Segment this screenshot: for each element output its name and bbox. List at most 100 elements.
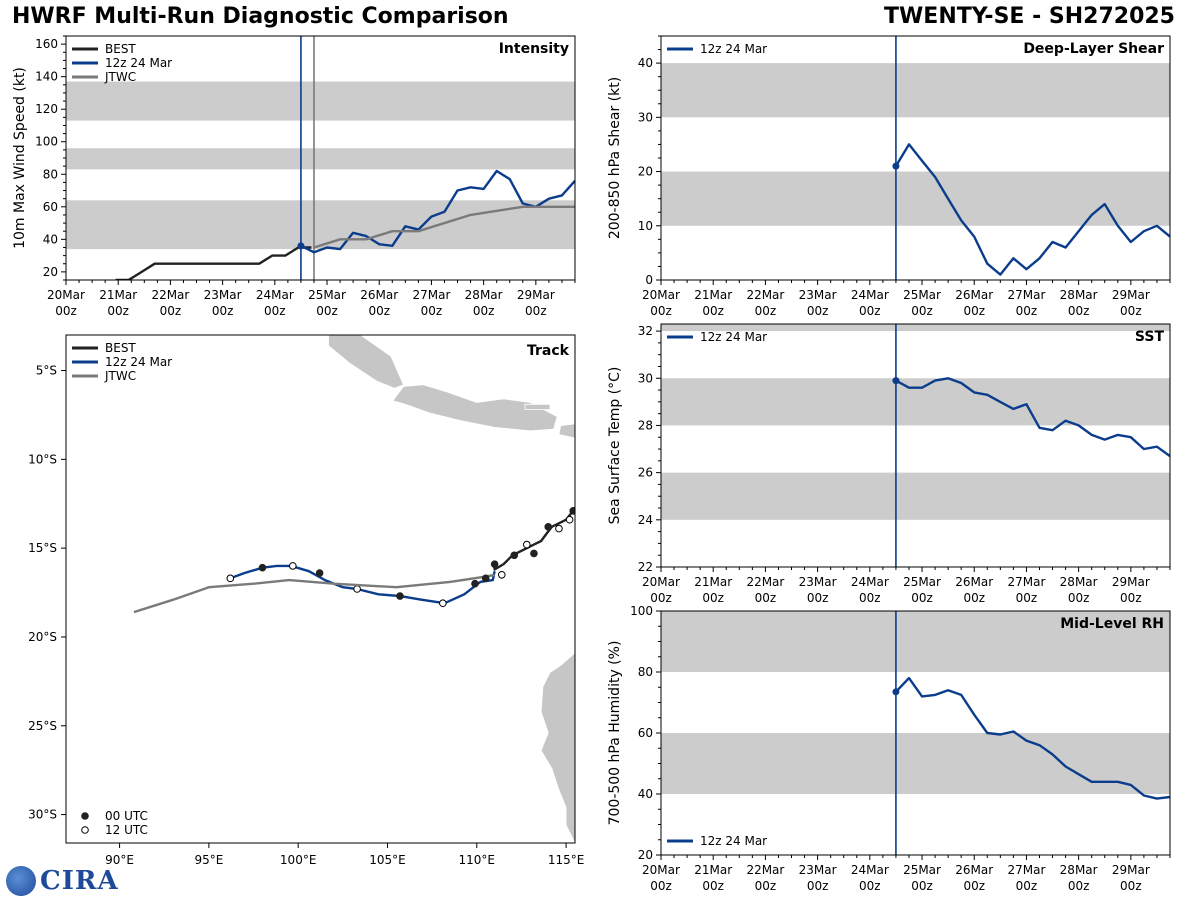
x-tick-label: 27Mar xyxy=(1007,288,1045,302)
plot-area xyxy=(661,324,1170,567)
track-point-00utc xyxy=(530,549,538,558)
x-tick-label: 21Mar xyxy=(694,575,732,589)
y-tick-label: 20 xyxy=(638,848,653,862)
x-tick-sublabel: 00z xyxy=(650,879,672,893)
lat-tick-label: 5°S xyxy=(36,364,57,378)
legend-label: 12z 24 Mar xyxy=(105,355,172,369)
panel-shear: 0 10 20 30 40 20Mar 00z 21Mar 00z 22Mar 00z 23Mar 00… xyxy=(607,35,1171,318)
category-band xyxy=(661,63,1170,118)
y-tick-label: 30 xyxy=(638,371,653,385)
legend-label: 12z 24 Mar xyxy=(700,834,767,848)
series-line-12z-24-mar xyxy=(895,377,1170,458)
track-point-00utc xyxy=(471,579,479,588)
x-tick-sublabel: 00z xyxy=(368,304,390,318)
sumatra-land xyxy=(328,335,405,389)
x-tick-label: 20Mar xyxy=(642,863,680,877)
x-tick-sublabel: 00z xyxy=(911,879,933,893)
track-point-00utc xyxy=(481,574,490,583)
track-point-00utc xyxy=(315,569,324,577)
series-line-12z-24-mar xyxy=(895,676,1170,800)
x-tick-sublabel: 00z xyxy=(755,591,777,605)
x-tick-label: 22Mar xyxy=(746,575,784,589)
track-point-12utc xyxy=(439,599,447,608)
y-tick-label: 30 xyxy=(638,110,653,124)
y-tick-label: 28 xyxy=(638,418,653,432)
series-start-marker xyxy=(892,162,900,170)
x-tick-sublabel: 00z xyxy=(55,304,77,318)
marker-legend-12utc xyxy=(81,826,89,834)
x-tick-label: 27Mar xyxy=(1007,863,1045,877)
track-point-12utc xyxy=(565,515,574,524)
x-tick-label: 24Mar xyxy=(851,863,889,877)
x-tick-sublabel: 00z xyxy=(1120,879,1142,893)
y-axis-label: 10m Max Wind Speed (kt) xyxy=(12,67,28,249)
x-tick-label: 29Mar xyxy=(517,288,555,302)
plot-area xyxy=(661,36,1170,280)
lat-tick-label: 20°S xyxy=(28,630,57,644)
x-tick-label: 29Mar xyxy=(1112,863,1150,877)
x-tick-label: 28Mar xyxy=(1060,863,1098,877)
panel-title: Mid-Level RH xyxy=(1060,616,1164,632)
y-tick-label: 40 xyxy=(638,787,653,801)
plot-area xyxy=(661,611,1170,855)
series-line-jtwc xyxy=(313,205,575,249)
lon-tick-label: 110°E xyxy=(459,853,496,867)
lat-tick-label: 30°S xyxy=(28,808,57,822)
panel-intensity: 20 40 60 80 100 120 140 160 20Mar 00z 21Mar 00z 22Ma… xyxy=(12,35,576,318)
track-point-12utc xyxy=(226,574,235,583)
x-tick-sublabel: 00z xyxy=(1068,879,1090,893)
y-tick-label: 24 xyxy=(638,513,653,527)
x-tick-sublabel: 00z xyxy=(807,591,829,605)
storm-id-title: TWENTY-SE - SH272025 xyxy=(884,4,1175,29)
legend-label: JTWC xyxy=(104,70,136,84)
track-line-best xyxy=(493,510,575,571)
axes-frame xyxy=(660,323,1171,568)
x-tick-sublabel: 00z xyxy=(807,304,829,318)
x-tick-label: 28Mar xyxy=(465,288,503,302)
x-tick-sublabel: 00z xyxy=(650,591,672,605)
y-tick-label: 120 xyxy=(35,102,58,116)
x-tick-label: 29Mar xyxy=(1112,288,1150,302)
x-tick-label: 24Mar xyxy=(851,575,889,589)
x-tick-sublabel: 00z xyxy=(1016,304,1038,318)
x-tick-sublabel: 00z xyxy=(963,304,985,318)
x-tick-label: 27Mar xyxy=(412,288,450,302)
x-tick-sublabel: 00z xyxy=(160,304,182,318)
x-tick-sublabel: 00z xyxy=(650,304,672,318)
legend-label: JTWC xyxy=(104,369,136,383)
x-tick-sublabel: 00z xyxy=(525,304,547,318)
track-point-12utc xyxy=(555,524,563,533)
x-tick-sublabel: 00z xyxy=(702,879,724,893)
track-line-jtwc xyxy=(133,573,495,614)
x-tick-label: 21Mar xyxy=(694,863,732,877)
y-tick-label: 80 xyxy=(638,665,653,679)
track-point-12utc xyxy=(497,570,506,579)
x-tick-label: 26Mar xyxy=(360,288,398,302)
legend-label: BEST xyxy=(105,341,136,355)
lat-tick-label: 10°S xyxy=(28,452,57,466)
x-tick-sublabel: 00z xyxy=(702,304,724,318)
bali-lombok-land xyxy=(558,423,575,439)
y-tick-label: 20 xyxy=(43,265,58,279)
y-tick-label: 60 xyxy=(638,726,653,740)
x-tick-label: 22Mar xyxy=(746,863,784,877)
x-tick-sublabel: 00z xyxy=(421,304,443,318)
x-tick-label: 20Mar xyxy=(642,575,680,589)
category-band xyxy=(661,378,1170,426)
x-tick-label: 23Mar xyxy=(799,575,837,589)
y-tick-label: 40 xyxy=(43,232,58,246)
x-tick-label: 21Mar xyxy=(99,288,137,302)
y-tick-label: 26 xyxy=(638,466,653,480)
map-area xyxy=(133,335,575,843)
track-point-00utc xyxy=(396,592,404,600)
x-tick-sublabel: 00z xyxy=(963,879,985,893)
x-tick-label: 28Mar xyxy=(1060,288,1098,302)
series-line-12z-24-mar xyxy=(300,169,575,254)
category-band xyxy=(66,81,575,121)
x-tick-sublabel: 00z xyxy=(1068,591,1090,605)
track-point-12utc xyxy=(289,562,297,570)
x-tick-label: 22Mar xyxy=(151,288,189,302)
lat-tick-label: 25°S xyxy=(28,719,57,733)
track-point-00utc xyxy=(569,507,575,515)
x-tick-label: 23Mar xyxy=(799,863,837,877)
